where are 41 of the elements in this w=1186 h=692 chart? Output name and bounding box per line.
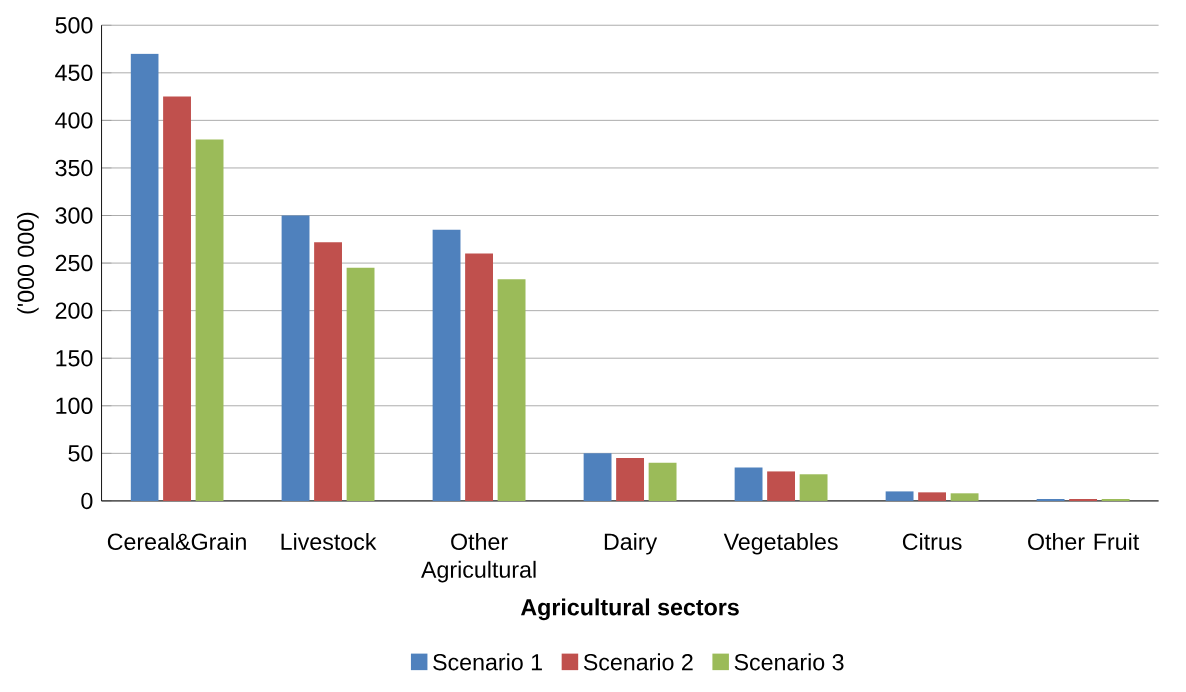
legend-label: Scenario 2: [583, 653, 693, 671]
bar: [314, 242, 342, 501]
y-tick-label: 500: [55, 16, 93, 34]
bar: [163, 96, 191, 501]
y-tick-label: 200: [55, 302, 93, 319]
bar: [130, 53, 159, 501]
bar: [583, 453, 612, 501]
y-tick-label: 400: [55, 112, 93, 129]
x-tick-label: Vegetables: [723, 532, 838, 555]
x-tick-label: Dairy: [604, 532, 658, 555]
y-tick-label: 0: [81, 492, 93, 509]
bar: [195, 139, 224, 501]
bar: [346, 267, 375, 501]
x-tick-label: Other Fruit: [1028, 532, 1140, 550]
bar: [767, 471, 796, 501]
legend-label: Scenario 3: [734, 653, 844, 671]
bar: [950, 493, 979, 501]
bar: [497, 279, 526, 501]
bar: [432, 229, 461, 501]
x-axis-title: Agricultural sectors: [520, 598, 739, 621]
legend-label: Scenario 1: [433, 653, 542, 671]
x-tick-label: Other Agricultural: [421, 532, 536, 583]
bar: [281, 215, 310, 501]
bar: [734, 467, 763, 501]
y-axis-title: ('000 000): [17, 212, 39, 314]
y-tick-label: 250: [55, 254, 93, 272]
bar: [648, 462, 677, 501]
bar: [465, 253, 493, 501]
bar: [918, 492, 947, 501]
y-tick-label: 450: [55, 64, 93, 81]
y-tick-label: 50: [68, 445, 93, 462]
x-tick-label: Cereal&Grain: [107, 532, 246, 550]
x-tick-label: Citrus: [902, 532, 962, 550]
x-tick-label: Livestock: [281, 532, 377, 550]
y-tick-label: 300: [55, 207, 93, 224]
bar: [885, 491, 914, 501]
bar: [616, 457, 645, 501]
y-tick-label: 100: [56, 397, 93, 414]
bar: [799, 474, 828, 501]
y-tick-label: 350: [55, 159, 93, 177]
y-tick-label: 150: [56, 349, 93, 367]
